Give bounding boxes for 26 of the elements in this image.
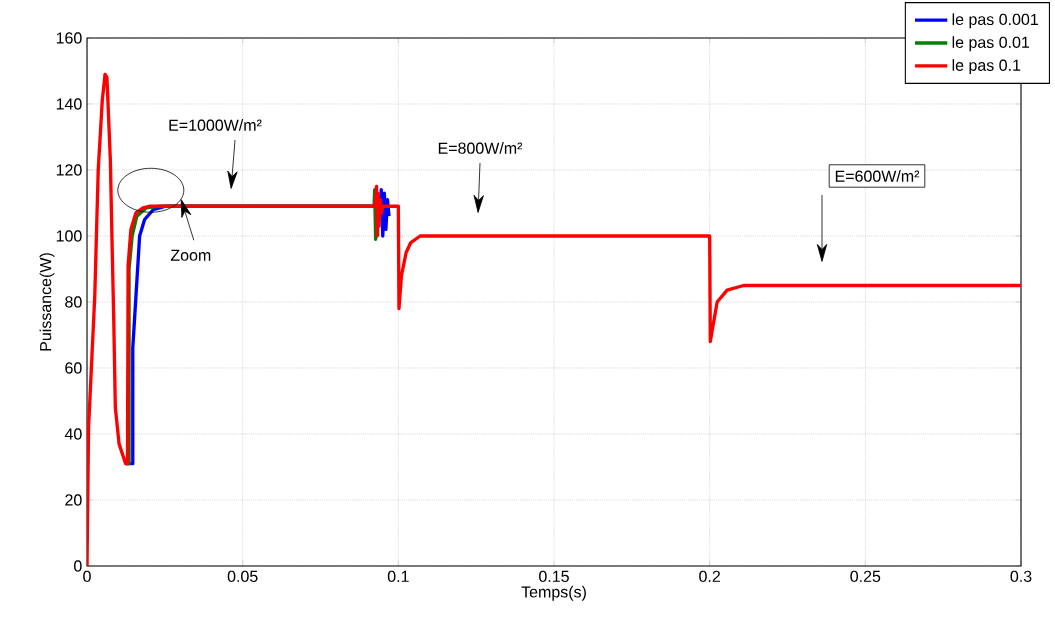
- y-tick-label: 100: [56, 230, 82, 242]
- y-axis-title: Puissance(W): [39, 253, 55, 351]
- x-tick-label: 0.15: [539, 570, 569, 583]
- annotation: E=1000W/m²: [169, 119, 262, 131]
- y-tick-label: 80: [65, 296, 82, 308]
- x-tick-label: 0.05: [227, 570, 258, 583]
- y-tick-label: 40: [64, 428, 82, 440]
- line-series: [87, 72, 1021, 566]
- x-tick-label: 0.2: [699, 570, 720, 583]
- y-tick-label: 0: [74, 560, 82, 572]
- x-tick-label: 0.1: [387, 570, 409, 583]
- annotation: E=800W/m²: [438, 142, 523, 154]
- legend-label: le pas 0.001: [952, 13, 1038, 29]
- legend-label: le pas 0.01: [952, 36, 1030, 52]
- annotation: E=600W/m²: [835, 170, 920, 182]
- x-tick-label: 0.3: [1010, 570, 1032, 583]
- y-tick-label: 60: [65, 362, 82, 374]
- y-tick-label: 160: [56, 32, 82, 44]
- x-tick-label: 0.25: [850, 570, 881, 583]
- x-tick-label: 0: [83, 570, 91, 583]
- x-axis-title: Temps(s): [521, 585, 586, 601]
- legend-label: le pas 0.1: [952, 59, 1021, 75]
- y-tick-label: 140: [56, 98, 82, 110]
- annotation: Zoom: [170, 249, 211, 261]
- y-tick-label: 20: [65, 494, 82, 506]
- y-tick-label: 120: [56, 164, 82, 176]
